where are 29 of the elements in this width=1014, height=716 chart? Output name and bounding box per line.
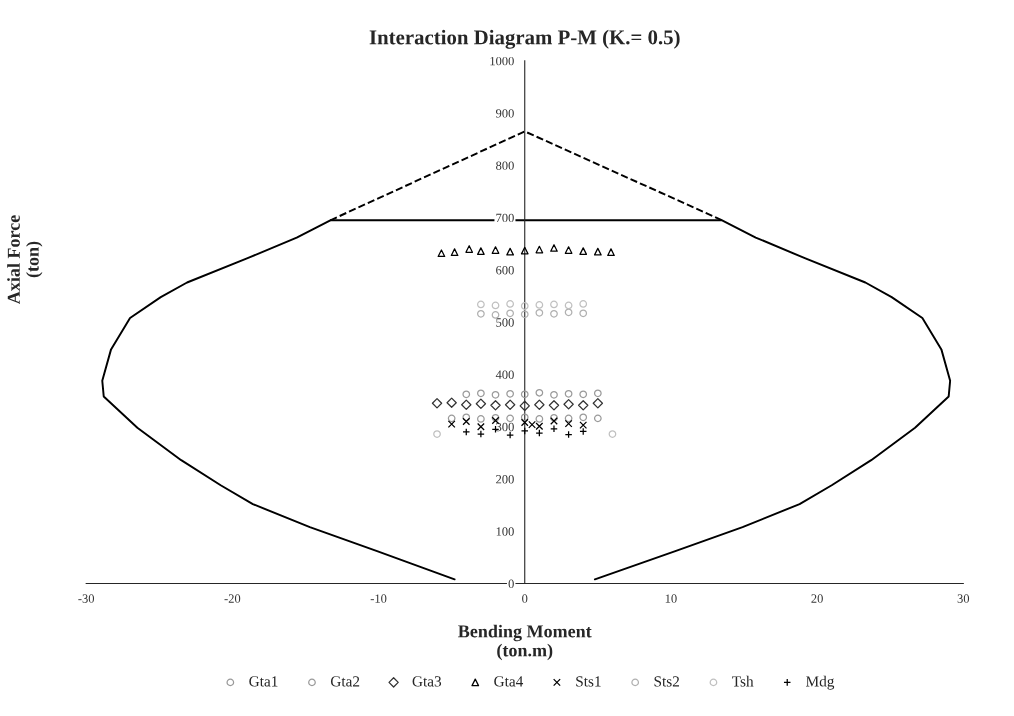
x-tick-label: 30: [957, 594, 970, 603]
legend-label: Gta1: [249, 676, 278, 687]
y-tick-label: 500: [496, 318, 514, 327]
x-axis-title: Bending Moment (ton.m): [458, 624, 592, 661]
x-tick-label: -30: [78, 594, 95, 603]
y-tick-label: 100: [496, 527, 514, 536]
y-tick-label: 300: [496, 422, 514, 432]
y-tick-label: 600: [496, 265, 514, 275]
y-tick-label: 200: [496, 475, 514, 484]
legend-label: Tsh: [732, 675, 754, 687]
y-tick-label: 900: [495, 109, 514, 118]
y-tick-label: 0: [508, 579, 514, 588]
y-tick-label: 400: [495, 370, 514, 379]
legend-label: Sts2: [654, 676, 679, 687]
legend-label: Gta4: [494, 676, 524, 687]
x-tick-label: 20: [811, 594, 823, 603]
chart-title: Interaction Diagram P-M (K.= 0.5): [369, 29, 680, 49]
x-tick-label: 10: [665, 594, 677, 603]
y-tick-label: 700: [496, 213, 514, 223]
legend-label: Gta3: [412, 676, 442, 687]
legend-label: Gta2: [330, 676, 360, 687]
legend-label: Sts1: [576, 676, 601, 687]
legend-label: Mdg: [806, 675, 835, 690]
y-tick-label: 800: [496, 161, 514, 170]
y-tick-label: 1000: [490, 56, 514, 66]
y-axis-title: Axial Force (ton): [7, 215, 43, 305]
x-tick-label: -20: [224, 594, 241, 603]
x-tick-label: -10: [370, 594, 387, 603]
x-tick-label: 0: [522, 594, 528, 603]
